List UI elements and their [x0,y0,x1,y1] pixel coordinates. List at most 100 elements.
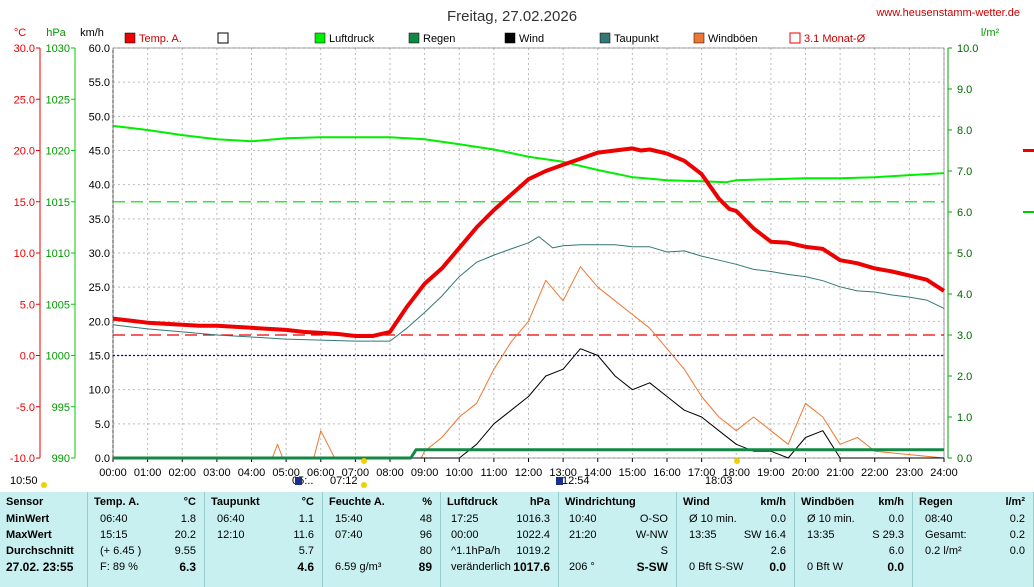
legend-swatch [599,32,611,44]
wind-tick-label: 35.0 [89,214,110,226]
time-tick-label: 21:00 [826,467,854,479]
rain-unit: l/m² [981,27,1000,39]
time-tick-label: 03:00 [203,467,231,479]
time-tick-label: 16:00 [653,467,681,479]
cell-label: 6.59 g/m³ [335,561,382,573]
rain-tick-label: 6.0 [957,207,972,219]
cell-value: 11.6 [293,529,314,541]
wind-tick-label: 0.0 [95,453,110,465]
legend-swatch [217,32,229,44]
legend-label: Luftdruck [329,33,375,45]
cell-label: 0 Bft S-SW [689,561,744,573]
cell-value: SW 16.4 [743,529,786,541]
wind-tick-label: 40.0 [89,180,110,192]
row-label: MinWert [6,513,50,525]
table-column: Feuchte A.% 15:40 48 07:40 96 80 6.59 g/m³ 89 [323,492,441,587]
column-title: Wind [683,496,710,508]
row-label: 27.02. 23:55 [6,560,74,574]
legend-item [217,32,229,44]
cell-value: 0.0 [770,513,786,525]
column-title: Temp. A. [94,496,140,508]
time-tick-label: 12:00 [515,467,543,479]
time-tick-label: 13:00 [549,467,577,479]
table-column: Wind km/h Ø 10 min. 0.0 13:35 SW 16.4 2.6 0 Bft… [677,492,795,587]
time-tick-label: 08:00 [376,467,404,479]
time-tick-label: 11:00 [481,467,508,479]
time-tick-label: 15:00 [619,467,647,479]
column-unit: l/m² [1005,496,1025,508]
cell-value: 6.3 [179,560,196,574]
cell-value: S 29.3 [872,529,904,541]
wind-tick-label: 5.0 [95,419,110,431]
cell-label: 206 ° [569,561,595,573]
cell-value: 1.1 [298,513,314,525]
time-tick-label: 24:00 [930,467,958,479]
cell-value: 0.0 [887,560,904,574]
sun-icon [361,458,367,464]
pressure-tick-label: 1025 [46,94,70,106]
rain-tick-label: 1.0 [957,412,972,424]
pressure-tick-label: 1030 [46,43,70,55]
cell-value: 2.6 [770,545,786,557]
moon-icon [295,477,302,485]
temp-tick-label: 15.0 [14,197,35,209]
pressure-tick-label: 1015 [46,197,70,209]
rain-tick-label: 9.0 [957,84,972,96]
cell-value: 20.2 [174,529,196,541]
wind-tick-label: 50.0 [89,111,110,123]
temp-tick-label: 25.0 [14,94,35,106]
column-unit: °C [183,496,196,508]
table-column: Luftdruck hPa 17:25 1016.3 00:00 1022.4 ^1.1hP… [441,492,559,587]
plot-frame [112,47,945,459]
wind-tick-label: 10.0 [89,385,110,397]
temp-unit: °C [14,27,26,39]
cell-value: 1016.3 [516,513,550,525]
legend-item: Windböen [693,32,758,45]
cell-value: W-NW [635,529,668,541]
cell-label: 21:20 [569,529,597,541]
cell-value: 4.6 [297,560,314,574]
cell-label: F: 89 % [100,561,138,573]
time-tick-label: 07:00 [342,467,370,479]
series-line-windb-en [113,266,945,459]
time-tick-label: 05:00 [272,467,300,479]
cell-value: 89 [418,560,432,574]
legend-swatch [789,32,801,44]
cell-value: 6.0 [888,545,904,557]
rain-tick-label: 0.0 [957,453,972,465]
rain-tick-label: 10.0 [957,43,978,55]
cell-label: 12:10 [217,529,245,541]
rain-tick-label: 7.0 [957,166,972,178]
rain-tick-label: 5.0 [957,248,972,260]
cell-label: 13:35 [689,529,717,541]
time-tick-label: 01:00 [134,467,162,479]
time-tick-label: 17:00 [688,467,716,479]
wind-tick-label: 20.0 [89,316,110,328]
cell-value: 0.2 [1009,529,1025,541]
legend-label: 3.1 Monat-Ø [804,33,866,45]
series-line-temp-a [112,146,946,338]
row-label: MaxWert [6,529,52,541]
cell-label: Gesamt: [925,529,967,541]
cell-value: 96 [419,529,432,541]
temp-tick-label: -10.0 [10,453,35,465]
legend-label: Taupunkt [614,33,659,45]
series-line-regen [113,448,944,460]
cell-value: 1.8 [180,513,196,525]
legend-swatch [408,32,420,44]
series-line-wind [113,348,944,459]
sun-icon [361,482,367,488]
legend-swatch [504,32,516,44]
table-column: Taupunkt °C 06:40 1.1 12:10 11.6 5.7 4.6 [205,492,323,587]
legend-label: Regen [423,33,455,45]
time-tick-label: 19:00 [757,467,785,479]
series-line-luftdruck [112,124,945,184]
column-unit: °C [301,496,314,508]
pressure-unit: hPa [46,27,66,39]
wind-tick-label: 55.0 [89,77,110,89]
cell-label: ^1.1hPa/h [451,545,501,557]
cell-label: 0.2 l/m² [925,545,962,557]
legend-item: Taupunkt [599,32,659,45]
column-unit: hPa [529,496,550,508]
cell-label: 00:00 [451,529,479,541]
